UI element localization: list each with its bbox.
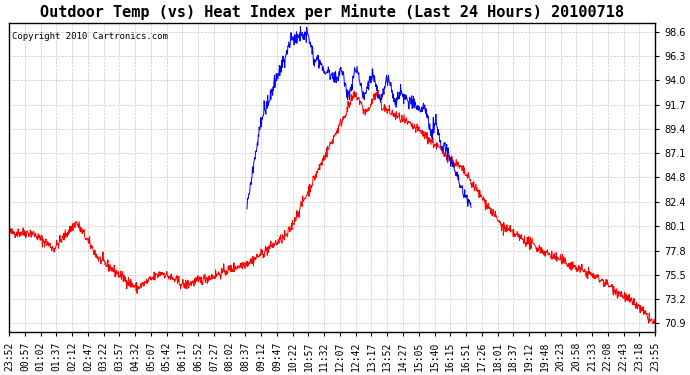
Title: Outdoor Temp (vs) Heat Index per Minute (Last 24 Hours) 20100718: Outdoor Temp (vs) Heat Index per Minute … — [40, 4, 624, 20]
Text: Copyright 2010 Cartronics.com: Copyright 2010 Cartronics.com — [12, 32, 168, 41]
